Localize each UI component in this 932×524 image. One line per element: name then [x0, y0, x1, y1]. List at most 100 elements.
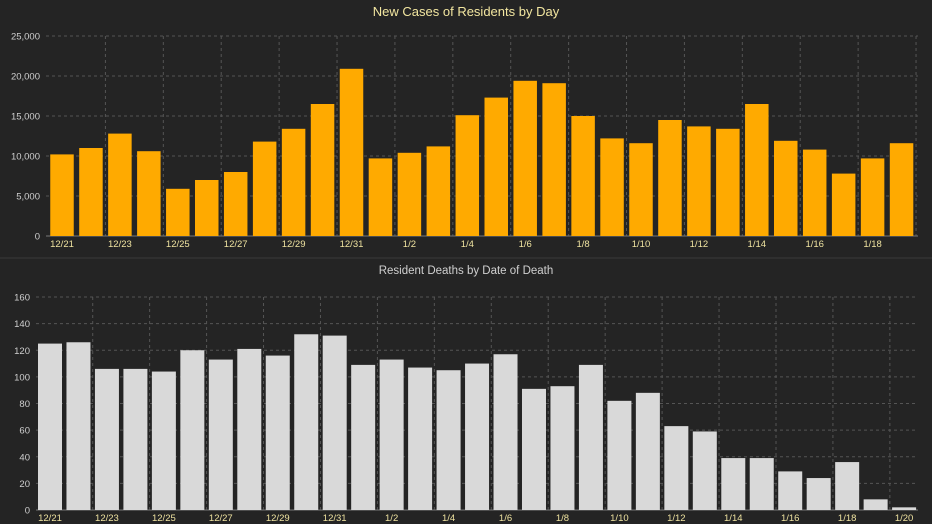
resident-deaths-x-tick-label: 1/16 [781, 513, 800, 524]
new-cases-x-tick-label: 12/23 [108, 239, 132, 250]
new-cases-bar-1-9[interactable] [600, 138, 624, 236]
resident-deaths-x-axis: 12/21 12/23 12/25 12/27 12/29 12/31 1/2 1/4 1/6 1… [38, 513, 913, 524]
new-cases-bar-1-3[interactable] [426, 146, 451, 236]
resident-deaths-bar-12-22[interactable] [66, 342, 91, 510]
new-cases-bar-12-22[interactable] [79, 148, 103, 236]
new-cases-bar-12-31[interactable] [339, 68, 364, 236]
resident-deaths-bar-1-3[interactable] [408, 367, 433, 510]
resident-deaths-bar-1-8[interactable] [550, 386, 575, 510]
new-cases-bar-1-19[interactable] [889, 143, 914, 236]
new-cases-bar-1-10[interactable] [629, 143, 653, 236]
new-cases-bar-1-2[interactable] [397, 152, 422, 236]
new-cases-x-tick-label: 1/8 [576, 239, 589, 250]
new-cases-x-tick-label: 1/6 [519, 239, 532, 250]
resident-deaths-bar-1-11[interactable] [635, 392, 660, 510]
new-cases-bar-12-21[interactable] [50, 154, 74, 236]
new-cases-bar-1-13[interactable] [716, 128, 740, 236]
resident-deaths-bar-12-21[interactable] [38, 343, 62, 510]
new-cases-y-tick-label: 15,000 [11, 112, 40, 123]
new-cases-bar-1-18[interactable] [860, 158, 885, 236]
new-cases-bar-1-14[interactable] [745, 104, 769, 236]
resident-deaths-bar-12-24[interactable] [123, 368, 148, 510]
new-cases-y-tick-label: 10,000 [11, 152, 40, 163]
new-cases-x-tick-label: 1/10 [632, 239, 651, 250]
resident-deaths-y-tick-label: 40 [19, 452, 30, 463]
new-cases-y-tick-label: 5,000 [16, 192, 40, 203]
resident-deaths-x-tick-label: 12/29 [266, 513, 290, 524]
new-cases-bar-1-11[interactable] [658, 120, 682, 236]
new-cases-y-axis: 0 5,000 10,000 15,000 20,000 25,000 [11, 32, 40, 243]
resident-deaths-y-tick-label: 100 [14, 372, 30, 383]
resident-deaths-bar-1-9[interactable] [578, 364, 603, 510]
resident-deaths-bar-1-14[interactable] [721, 458, 746, 510]
new-cases-bar-1-12[interactable] [687, 126, 711, 236]
resident-deaths-y-tick-label: 80 [19, 399, 30, 410]
new-cases-bar-1-8[interactable] [571, 116, 595, 236]
new-cases-bar-1-7[interactable] [542, 83, 566, 236]
new-cases-bar-12-27[interactable] [223, 172, 248, 236]
resident-deaths-bar-1-17[interactable] [806, 478, 831, 510]
new-cases-bars [50, 68, 914, 236]
resident-deaths-y-tick-label: 20 [19, 479, 30, 490]
resident-deaths-y-tick-label: 0 [25, 506, 30, 517]
resident-deaths-x-tick-label: 1/20 [895, 513, 914, 524]
resident-deaths-bar-1-2[interactable] [379, 359, 404, 510]
new-cases-bar-1-4[interactable] [455, 115, 480, 236]
new-cases-x-tick-label: 12/25 [166, 239, 190, 250]
resident-deaths-bar-1-6[interactable] [493, 354, 518, 510]
new-cases-bar-12-30[interactable] [310, 104, 335, 236]
resident-deaths-bar-1-15[interactable] [749, 458, 774, 510]
resident-deaths-bar-12-28[interactable] [237, 348, 262, 510]
resident-deaths-x-tick-label: 1/8 [556, 513, 569, 524]
new-cases-bar-12-25[interactable] [166, 188, 190, 236]
new-cases-chart: New Cases of Residents by Day 0 5,000 10,0… [11, 4, 918, 250]
resident-deaths-bar-12-23[interactable] [94, 368, 119, 510]
new-cases-x-tick-label: 1/18 [863, 239, 882, 250]
resident-deaths-chart: Resident Deaths by Date of Death 0 20 40 60… [14, 265, 918, 524]
resident-deaths-bar-1-10[interactable] [607, 400, 632, 510]
resident-deaths-x-tick-label: 1/18 [838, 513, 857, 524]
resident-deaths-y-axis: 0 20 40 60 80 100 120 140 160 [14, 293, 30, 517]
resident-deaths-x-tick-label: 12/31 [323, 513, 347, 524]
new-cases-bar-12-29[interactable] [281, 128, 306, 236]
resident-deaths-bar-1-20[interactable] [892, 507, 917, 510]
resident-deaths-bar-1-4[interactable] [436, 370, 461, 510]
new-cases-x-tick-label: 1/2 [403, 239, 416, 250]
resident-deaths-x-tick-label: 12/21 [38, 513, 62, 524]
new-cases-bar-1-1[interactable] [368, 158, 393, 236]
new-cases-bar-1-5[interactable] [484, 97, 509, 236]
new-cases-bar-1-15[interactable] [774, 140, 798, 236]
resident-deaths-y-tick-label: 140 [14, 319, 30, 330]
resident-deaths-x-tick-label: 1/2 [385, 513, 398, 524]
resident-deaths-bar-1-16[interactable] [778, 471, 803, 510]
new-cases-gridlines [46, 35, 918, 237]
resident-deaths-x-tick-label: 1/14 [724, 513, 743, 524]
resident-deaths-x-tick-label: 1/12 [667, 513, 686, 524]
resident-deaths-bar-12-27[interactable] [208, 359, 233, 510]
new-cases-x-tick-label: 1/16 [805, 239, 824, 250]
new-cases-bar-1-16[interactable] [802, 149, 827, 236]
new-cases-bar-12-28[interactable] [252, 141, 277, 236]
resident-deaths-x-tick-label: 1/10 [610, 513, 629, 524]
new-cases-bar-12-24[interactable] [137, 151, 161, 236]
resident-deaths-bar-12-30[interactable] [294, 334, 319, 510]
resident-deaths-bar-12-26[interactable] [180, 350, 205, 510]
new-cases-x-tick-label: 12/29 [282, 239, 306, 250]
resident-deaths-y-tick-label: 160 [14, 293, 30, 304]
resident-deaths-bar-1-13[interactable] [692, 431, 717, 510]
new-cases-bar-12-26[interactable] [195, 180, 219, 236]
resident-deaths-bar-1-5[interactable] [465, 363, 490, 510]
resident-deaths-bar-1-18[interactable] [835, 462, 860, 510]
resident-deaths-x-tick-label: 1/4 [442, 513, 455, 524]
resident-deaths-bar-1-7[interactable] [521, 388, 546, 510]
resident-deaths-bar-1-12[interactable] [664, 426, 689, 510]
new-cases-bar-1-17[interactable] [831, 173, 856, 236]
resident-deaths-bar-1-19[interactable] [863, 499, 888, 510]
resident-deaths-bar-1-1[interactable] [351, 364, 376, 510]
resident-deaths-bar-12-29[interactable] [265, 355, 290, 510]
new-cases-bar-1-6[interactable] [513, 80, 537, 236]
new-cases-bar-12-23[interactable] [108, 133, 132, 236]
resident-deaths-bar-12-31[interactable] [322, 335, 347, 510]
resident-deaths-x-tick-label: 12/23 [95, 513, 119, 524]
resident-deaths-bar-12-25[interactable] [151, 371, 176, 510]
